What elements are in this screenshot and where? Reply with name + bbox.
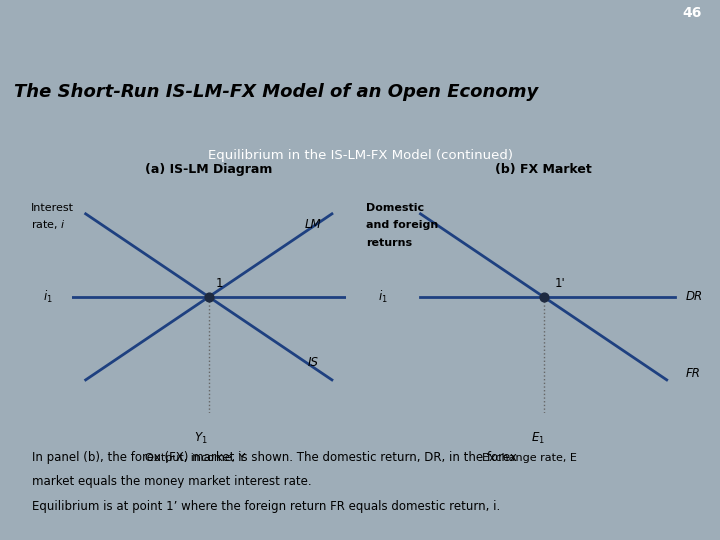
Text: LM: LM — [305, 218, 321, 232]
Text: 1: 1 — [216, 277, 223, 290]
Text: IS: IS — [307, 356, 318, 369]
Text: $E_1$: $E_1$ — [531, 431, 545, 446]
Text: FR: FR — [686, 367, 701, 380]
Text: $i_1$: $i_1$ — [43, 289, 53, 305]
Text: (a) IS-LM Diagram: (a) IS-LM Diagram — [145, 163, 272, 176]
Text: Interest: Interest — [31, 202, 74, 213]
Text: 1': 1' — [554, 277, 565, 290]
Text: Equilibrium is at point 1’ where the foreign return FR equals domestic return, i: Equilibrium is at point 1’ where the for… — [32, 500, 500, 513]
Text: $i_1$: $i_1$ — [378, 289, 387, 305]
Text: 46: 46 — [683, 6, 702, 21]
Point — [538, 293, 549, 301]
Text: Domestic: Domestic — [366, 202, 424, 213]
Text: rate, $i$: rate, $i$ — [31, 218, 66, 231]
Text: The Short-Run IS-LM-FX Model of an Open Economy: The Short-Run IS-LM-FX Model of an Open … — [14, 84, 539, 102]
Text: Exchange rate, E: Exchange rate, E — [482, 453, 577, 463]
Point — [203, 293, 215, 301]
Text: and foreign: and foreign — [366, 220, 438, 231]
Text: returns: returns — [366, 238, 412, 248]
Text: market equals the money market interest rate.: market equals the money market interest … — [32, 475, 311, 488]
Text: DR: DR — [686, 291, 703, 303]
Text: Equilibrium in the IS-LM-FX Model (continued): Equilibrium in the IS-LM-FX Model (conti… — [207, 149, 513, 162]
Text: (b) FX Market: (b) FX Market — [495, 163, 592, 176]
Text: Output, income, Y: Output, income, Y — [145, 453, 246, 463]
Text: $Y_1$: $Y_1$ — [194, 431, 207, 446]
Text: In panel (b), the forex (FX) market is shown. The domestic return, DR, in the fo: In panel (b), the forex (FX) market is s… — [32, 451, 516, 464]
